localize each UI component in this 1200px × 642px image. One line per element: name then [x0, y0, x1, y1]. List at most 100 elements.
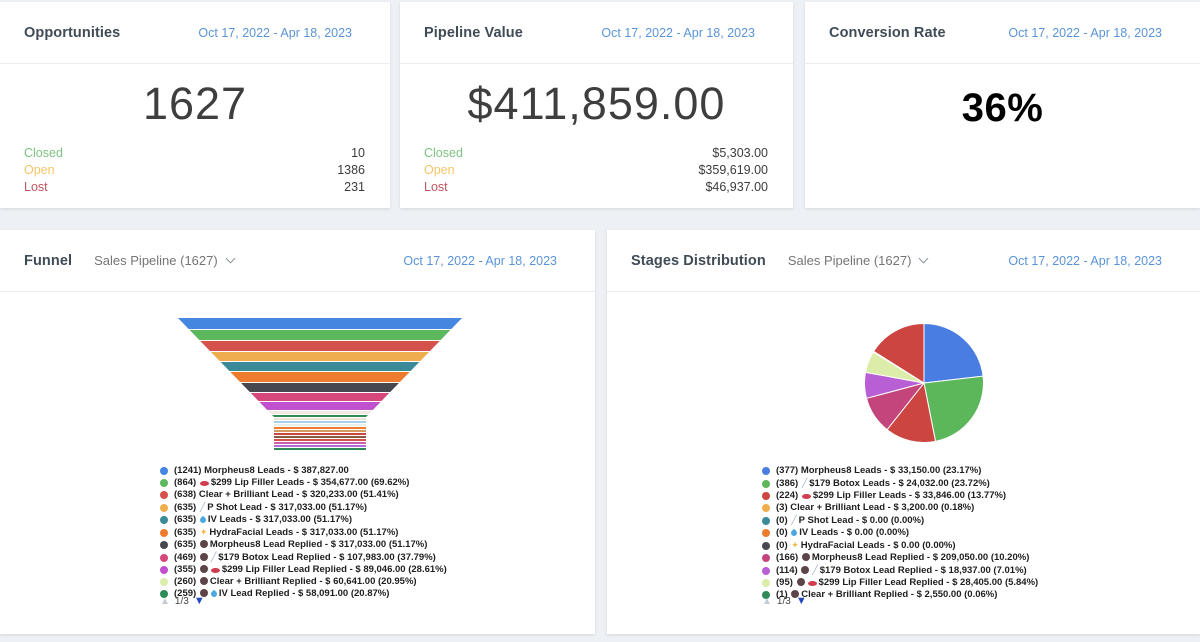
funnel-band [178, 393, 462, 401]
legend-label: (469) ╱ $179 Botox Lead Replied - $ 107,9… [174, 552, 436, 563]
legend-dot [762, 504, 770, 513]
reply-icon [199, 540, 208, 548]
legend-item[interactable]: (3) Clear + Brilliant Lead - $ 3,200.00 … [762, 502, 1038, 514]
legend-label: (864) $299 Lip Filler Leads - $ 354,677.… [174, 477, 410, 488]
date-range-filter[interactable]: Oct 17, 2022 - Apr 18, 2023 [1008, 25, 1162, 40]
funnel-band [178, 318, 462, 329]
stages-pie-chart[interactable] [863, 322, 985, 444]
reply-icon [801, 566, 810, 574]
syringe-icon: ╱ [791, 515, 797, 525]
stat-value: 231 [344, 180, 365, 194]
legend-item[interactable]: (114) ╱ $179 Botox Lead Replied - $ 18,93… [762, 565, 1038, 577]
pipeline-selector[interactable]: Sales Pipeline (1627) [788, 253, 929, 268]
legend-page-up-icon[interactable]: ▲ [762, 595, 772, 607]
legend-label: (635) ✦ HydraFacial Leads - $ 317,033.00 … [174, 527, 399, 538]
stat-row: Closed 10 [24, 145, 365, 162]
legend-dot [160, 541, 168, 550]
date-range-filter[interactable]: Oct 17, 2022 - Apr 18, 2023 [198, 25, 352, 40]
chevron-down-icon [918, 253, 929, 264]
pipeline-selector-label: Sales Pipeline (1627) [94, 253, 218, 268]
legend-item[interactable]: (1241) Morpheus8 Leads - $ 387,827.00 [160, 465, 447, 477]
funnel-band [178, 445, 462, 447]
pie-slice[interactable] [923, 322, 984, 384]
legend-item[interactable]: (166) Morpheus8 Lead Replied - $ 209,050… [762, 552, 1038, 564]
legend-label: (95) $299 Lip Filler Lead Replied - $ 28… [776, 577, 1039, 588]
legend-item[interactable]: (260) Clear + Brilliant Replied - $ 60,6… [160, 576, 447, 588]
legend-item[interactable]: (635) ✦ HydraFacial Leads - $ 317,033.00 … [160, 527, 447, 539]
opportunities-card: Opportunities Oct 17, 2022 - Apr 18, 202… [0, 2, 390, 208]
legend-label: (1241) Morpheus8 Leads - $ 387,827.00 [174, 465, 349, 476]
legend-label: (3) Clear + Brilliant Lead - $ 3,200.00 … [776, 502, 975, 513]
card-title: Stages Distribution [631, 252, 766, 269]
date-range-filter[interactable]: Oct 17, 2022 - Apr 18, 2023 [403, 253, 557, 268]
stat-row: Open $359,619.00 [424, 162, 768, 179]
legend-dot [160, 528, 168, 537]
stat-label: Open [24, 163, 55, 177]
legend-label: (0) ╱ P Shot Lead - $ 0.00 (0.00%) [776, 515, 925, 526]
reply-icon [801, 553, 810, 561]
legend-page-down-icon[interactable]: ▼ [795, 595, 807, 607]
legend-item[interactable]: (259) IV Lead Replied - $ 58,091.00 (20.… [160, 588, 447, 600]
legend-dot [762, 467, 770, 476]
legend-item[interactable]: (386) ╱ $179 Botox Leads - $ 24,032.00 (2… [762, 478, 1038, 490]
legend-page-down-icon[interactable]: ▼ [193, 595, 205, 607]
legend-item[interactable]: (355) $299 Lip Filler Lead Replied - $ 8… [160, 564, 447, 576]
funnel-card: Funnel Sales Pipeline (1627) Oct 17, 202… [0, 230, 595, 634]
legend-item[interactable]: (638) Clear + Brilliant Lead - $ 320,233… [160, 489, 447, 501]
pie-slice[interactable] [872, 322, 925, 384]
stat-row: Lost $46,937.00 [424, 179, 768, 196]
funnel-band [178, 418, 462, 420]
legend-label: (638) Clear + Brilliant Lead - $ 320,233… [174, 489, 399, 500]
reply-icon [199, 577, 208, 585]
legend-label: (114) ╱ $179 Botox Lead Replied - $ 18,93… [776, 565, 1027, 576]
legend-label: (260) Clear + Brilliant Replied - $ 60,6… [174, 576, 417, 587]
drop-icon [198, 515, 208, 525]
syringe-icon: ╱ [801, 478, 808, 488]
legend-item[interactable]: (224) $299 Lip Filler Leads - $ 33,846.0… [762, 490, 1038, 502]
stat-label: Closed [424, 146, 463, 160]
stat-value: 1386 [337, 163, 365, 177]
legend-dot [160, 467, 168, 476]
stat-label: Lost [424, 180, 448, 194]
legend-dot [762, 492, 770, 501]
date-range-filter[interactable]: Oct 17, 2022 - Apr 18, 2023 [601, 25, 755, 40]
legend-dot [160, 590, 168, 599]
legend-label: (635) IV Leads - $ 317,033.00 (51.17%) [174, 514, 352, 525]
funnel-band [178, 372, 462, 382]
funnel-chart[interactable] [178, 318, 462, 450]
funnel-band [178, 448, 462, 450]
stat-label: Lost [24, 180, 48, 194]
funnel-band [178, 402, 462, 410]
legend-item[interactable]: (377) Morpheus8 Leads - $ 33,150.00 (23.… [762, 465, 1038, 477]
legend-item[interactable]: (0) ╱ P Shot Lead - $ 0.00 (0.00%) [762, 515, 1038, 527]
legend-item[interactable]: (864) $299 Lip Filler Leads - $ 354,677.… [160, 477, 447, 489]
legend-item[interactable]: (0) IV Leads - $ 0.00 (0.00%) [762, 527, 1038, 539]
funnel-band [178, 330, 462, 340]
drop-icon [209, 589, 219, 599]
card-title: Conversion Rate [829, 24, 946, 41]
legend-item[interactable]: (635) ╱ P Shot Lead - $ 317,033.00 (51.17… [160, 502, 447, 514]
stat-value: $359,619.00 [698, 163, 768, 177]
legend-dot [762, 516, 770, 525]
legend-page-up-icon[interactable]: ▲ [160, 595, 170, 607]
legend-item[interactable]: (1) Clear + Brilliant Replied - $ 2,550.… [762, 589, 1038, 601]
legend-item[interactable]: (95) $299 Lip Filler Lead Replied - $ 28… [762, 577, 1039, 589]
legend-item[interactable]: (635) Morpheus8 Lead Replied - $ 317,033… [160, 539, 447, 551]
reply-icon [796, 578, 805, 586]
legend-item[interactable]: (0) ✦ HydraFacial Leads - $ 0.00 (0.00%) [762, 540, 1038, 552]
funnel-band [178, 433, 462, 435]
pie-slice[interactable] [923, 375, 985, 442]
pie-slice[interactable] [886, 381, 937, 444]
card-title: Funnel [24, 252, 73, 269]
legend-item[interactable]: (469) ╱ $179 Botox Lead Replied - $ 107,9… [160, 552, 447, 564]
legend-dot [160, 516, 168, 525]
chevron-down-icon [225, 253, 236, 264]
legend-pagination: ▲ 1/3 ▼ [160, 595, 205, 607]
date-range-filter[interactable]: Oct 17, 2022 - Apr 18, 2023 [1008, 253, 1162, 268]
pipeline-value-card: Pipeline Value Oct 17, 2022 - Apr 18, 20… [400, 2, 793, 208]
pipeline-selector[interactable]: Sales Pipeline (1627) [94, 253, 236, 268]
legend-dot [762, 529, 770, 538]
stat-label: Closed [24, 146, 63, 160]
legend-item[interactable]: (635) IV Leads - $ 317,033.00 (51.17%) [160, 514, 447, 526]
funnel-band [178, 430, 462, 432]
